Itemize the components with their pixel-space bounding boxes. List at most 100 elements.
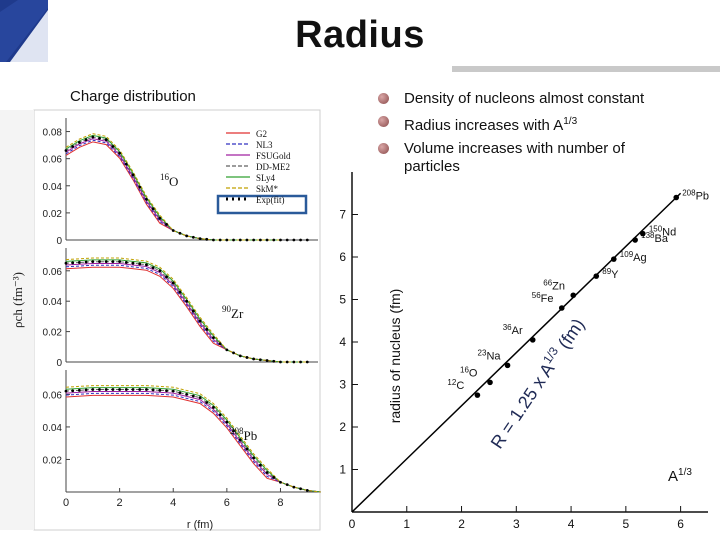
exp-fit-point xyxy=(138,388,142,391)
exp-fit-point xyxy=(185,299,189,303)
exp-fit-point xyxy=(118,388,122,391)
exp-fit-point xyxy=(245,447,249,451)
exp-fit-point xyxy=(171,229,175,232)
y-tick-label: 0 xyxy=(56,358,62,369)
exp-fit-point xyxy=(171,281,175,285)
exp-fit-point xyxy=(98,260,101,264)
point-label: 56Fe xyxy=(532,291,554,305)
y-axis-label: radius of nucleus (fm) xyxy=(387,289,403,424)
legend-entry: FSUGold xyxy=(256,151,291,161)
exp-fit-point xyxy=(91,135,95,139)
point-label: 208Pb xyxy=(682,189,709,203)
exp-fit-point xyxy=(258,358,262,362)
y-tick-label: 3 xyxy=(339,378,346,392)
exp-fit-point xyxy=(138,262,142,266)
nucleus-label: 90Zr xyxy=(222,304,244,321)
exp-fit-point xyxy=(305,360,309,364)
model-curve xyxy=(65,385,321,493)
exp-fit-point xyxy=(84,138,88,142)
exp-fit-point xyxy=(64,149,68,152)
charge-density-figure: 0.080.060.040.02016O0.060.040.02090Zr0.0… xyxy=(0,109,321,531)
density-panel: 0.06 0.04 0.02 0 90Zr xyxy=(43,248,318,369)
exp-fit-point xyxy=(238,438,242,442)
exp-fit-point xyxy=(205,401,209,404)
y-tick-label: 1 xyxy=(339,463,346,477)
y-tick-label: 4 xyxy=(339,335,346,349)
y-tick-label: 0.04 xyxy=(43,297,63,308)
bullet-dot-icon xyxy=(378,143,389,154)
exp-fit-point xyxy=(104,138,108,142)
left-x-axis-label: r (fm) xyxy=(187,519,213,531)
data-point xyxy=(529,337,536,343)
model-curve xyxy=(65,264,308,363)
exp-fit-point xyxy=(258,238,262,242)
exp-fit-point xyxy=(299,238,302,242)
data-point xyxy=(474,392,481,398)
exp-fit-point xyxy=(198,396,202,400)
point-label: 36Ar xyxy=(503,323,523,337)
legend-entry: DD-ME2 xyxy=(256,162,290,172)
exp-fit-point xyxy=(158,388,162,392)
data-point xyxy=(487,379,493,386)
exp-fit-point xyxy=(279,238,282,242)
data-point xyxy=(673,194,680,201)
exp-fit-point xyxy=(165,389,168,393)
exp-fit-point xyxy=(185,234,189,238)
exp-fit-point xyxy=(118,260,122,264)
y-tick-label: 0.08 xyxy=(43,128,63,139)
charge-distribution-label: Charge distribution xyxy=(70,88,196,105)
x-tick-label: 5 xyxy=(623,517,630,531)
y-tick-label: 0.04 xyxy=(43,423,63,434)
exp-fit-point xyxy=(205,237,209,241)
exp-fit-point xyxy=(131,388,135,391)
exp-fit-point xyxy=(232,238,235,242)
model-curve xyxy=(65,133,281,241)
exp-fit-point xyxy=(285,483,289,487)
exp-fit-point xyxy=(78,261,81,264)
exp-fit-point xyxy=(64,261,68,265)
point-label: 109Ag xyxy=(620,250,647,264)
bullet-item: Density of nucleons almost constant xyxy=(376,90,676,108)
bullet-item: Radius increases with A1/3 xyxy=(376,113,676,135)
exp-fit-point xyxy=(111,145,115,148)
exp-fit-point xyxy=(218,413,222,417)
y-tick-label: 0.06 xyxy=(43,267,63,278)
x-tick-label: 2 xyxy=(117,497,123,509)
exp-fit-point xyxy=(111,260,115,264)
exp-fit-point xyxy=(265,238,269,242)
exp-fit-point xyxy=(84,388,88,392)
exp-fit-point xyxy=(165,223,168,226)
exp-fit-point xyxy=(252,456,256,460)
x-tick-label: 0 xyxy=(63,497,69,509)
legend-entry: NL3 xyxy=(256,140,273,150)
exp-fit-point xyxy=(104,388,108,391)
right-header-rule xyxy=(452,66,720,72)
legend-entry: G2 xyxy=(256,129,267,139)
exp-fit-point xyxy=(218,238,222,242)
exp-fit-point xyxy=(225,238,229,242)
data-point xyxy=(640,230,646,237)
bullet-list: Density of nucleons almost constant Radi… xyxy=(376,90,676,181)
exp-fit-point xyxy=(272,359,276,363)
point-label: 150Nd xyxy=(649,225,676,239)
exp-fit-point xyxy=(91,260,95,264)
exp-fit-highlight xyxy=(216,194,308,215)
exp-fit-point xyxy=(178,391,182,395)
exp-fit-point xyxy=(232,351,235,355)
exp-fit-point xyxy=(252,238,256,242)
exp-fit-point xyxy=(151,266,155,270)
exp-fit-point xyxy=(238,354,242,358)
exp-fit-point xyxy=(272,238,276,242)
left-y-axis-label: ρch (fm⁻³) xyxy=(10,272,25,328)
legend-entry: SLy4 xyxy=(256,173,276,183)
exp-fit-point xyxy=(299,487,302,491)
exp-fit-point xyxy=(84,260,88,264)
exp-fit-point xyxy=(171,389,175,393)
model-curve xyxy=(65,257,308,363)
exp-fit-point xyxy=(98,388,101,391)
exp-fit-point xyxy=(185,393,189,396)
data-point xyxy=(610,256,617,262)
y-tick-label: 0.02 xyxy=(43,455,63,466)
